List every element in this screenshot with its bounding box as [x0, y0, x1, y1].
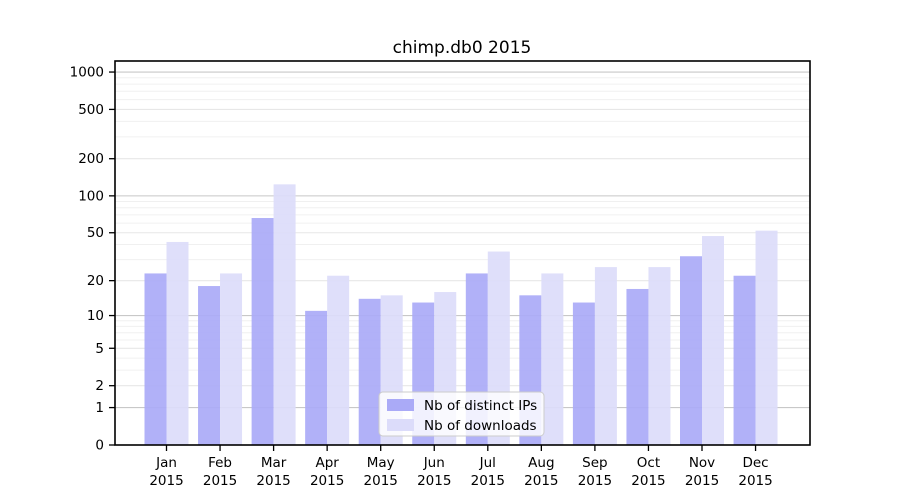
y-tick-label: 2 — [95, 378, 104, 394]
x-tick-label-year: 2015 — [578, 473, 612, 489]
legend-label-downloads: Nb of downloads — [424, 418, 537, 434]
bar-sep-distinct-ips — [572, 302, 595, 445]
x-tick-label-year: 2015 — [417, 473, 451, 489]
bar-sep-downloads — [594, 267, 617, 445]
bar-jan-downloads — [166, 241, 189, 445]
y-tick-label: 10 — [87, 308, 104, 324]
bar-dec-distinct-ips — [733, 275, 756, 445]
y-tick-label: 100 — [78, 188, 104, 204]
y-tick-label: 1 — [95, 400, 104, 416]
x-tick-label-month: Jun — [423, 455, 445, 471]
y-tick-label: 200 — [78, 151, 104, 167]
bars-group — [144, 184, 778, 446]
plot-frame — [114, 60, 811, 446]
x-tick-label-year: 2015 — [364, 473, 398, 489]
x-tick-label-month: Nov — [689, 455, 715, 471]
x-tick-label-year: 2015 — [631, 473, 665, 489]
legend-box — [378, 391, 545, 437]
bar-apr-distinct-ips — [305, 310, 328, 445]
bar-dec-downloads — [755, 230, 778, 445]
bar-mar-downloads — [273, 184, 296, 446]
x-tick-label-year: 2015 — [524, 473, 558, 489]
y-tick-label: 0 — [95, 438, 104, 454]
x-tick-label-year: 2015 — [685, 473, 719, 489]
x-tick-label-month: Apr — [315, 455, 339, 471]
bar-may-distinct-ips — [358, 298, 381, 445]
x-tick-label-month: Mar — [261, 455, 287, 471]
bar-oct-downloads — [648, 267, 671, 445]
ticks-group: 0 1 2 5 10 20 50 100 200 500 1000 Jan 2015 Feb 2015 Mar… — [70, 65, 773, 489]
x-tick-label-year: 2015 — [203, 473, 237, 489]
bar-feb-distinct-ips — [198, 286, 221, 445]
y-tick-label: 50 — [87, 225, 104, 241]
x-tick-label-month: Aug — [528, 455, 554, 471]
x-tick-label-month: Dec — [742, 455, 768, 471]
x-tick-label-month: May — [367, 455, 395, 471]
x-tick-label-month: Jan — [155, 455, 177, 471]
legend-label-distinct-ips: Nb of distinct IPs — [424, 398, 537, 414]
x-tick-label-month: Sep — [582, 455, 607, 471]
y-tick-label: 5 — [95, 341, 104, 357]
x-tick-label-year: 2015 — [471, 473, 505, 489]
chart-title: chimp.db0 2015 — [393, 38, 532, 58]
bar-jan-distinct-ips — [144, 273, 167, 445]
x-tick-label-year: 2015 — [149, 473, 183, 489]
legend-swatch-distinct-ips — [387, 399, 414, 411]
y-tick-label: 20 — [87, 273, 104, 289]
legend: Nb of distinct IPs Nb of downloads — [378, 391, 545, 437]
legend-swatch-downloads — [387, 419, 414, 431]
y-tick-label: 1000 — [70, 65, 104, 81]
bar-apr-downloads — [327, 275, 350, 445]
x-tick-label-month: Feb — [208, 455, 232, 471]
x-tick-label-year: 2015 — [738, 473, 772, 489]
bar-nov-downloads — [702, 236, 724, 445]
y-tick-label: 500 — [78, 102, 104, 118]
bar-aug-downloads — [541, 273, 564, 445]
x-tick-label-year: 2015 — [256, 473, 290, 489]
bar-mar-distinct-ips — [251, 218, 274, 445]
bar-oct-distinct-ips — [626, 288, 649, 445]
x-tick-label-month: Jul — [479, 455, 496, 471]
bar-nov-distinct-ips — [680, 256, 702, 445]
bar-feb-downloads — [220, 273, 243, 445]
x-tick-label-month: Oct — [637, 455, 660, 471]
x-tick-label-year: 2015 — [310, 473, 344, 489]
